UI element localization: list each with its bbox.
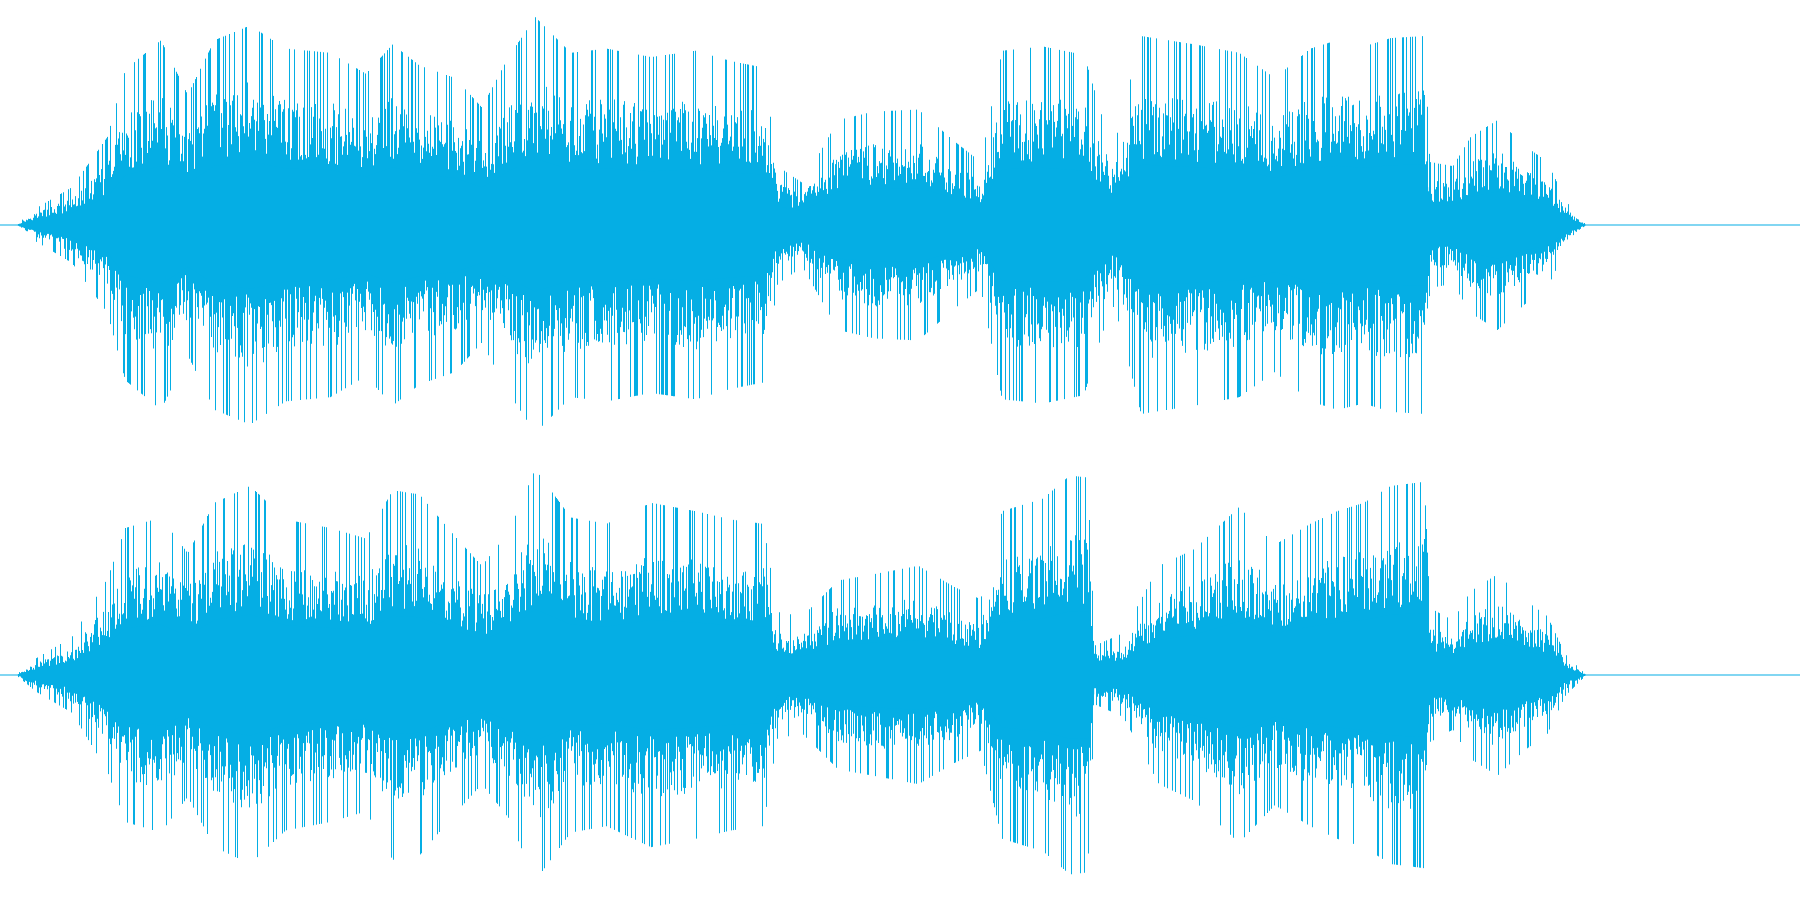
channel-top-body bbox=[17, 158, 1587, 292]
channel-bottom-body bbox=[17, 609, 1587, 741]
channel-bottom-waveform bbox=[0, 473, 1800, 875]
channel-top-waveform bbox=[0, 17, 1800, 426]
